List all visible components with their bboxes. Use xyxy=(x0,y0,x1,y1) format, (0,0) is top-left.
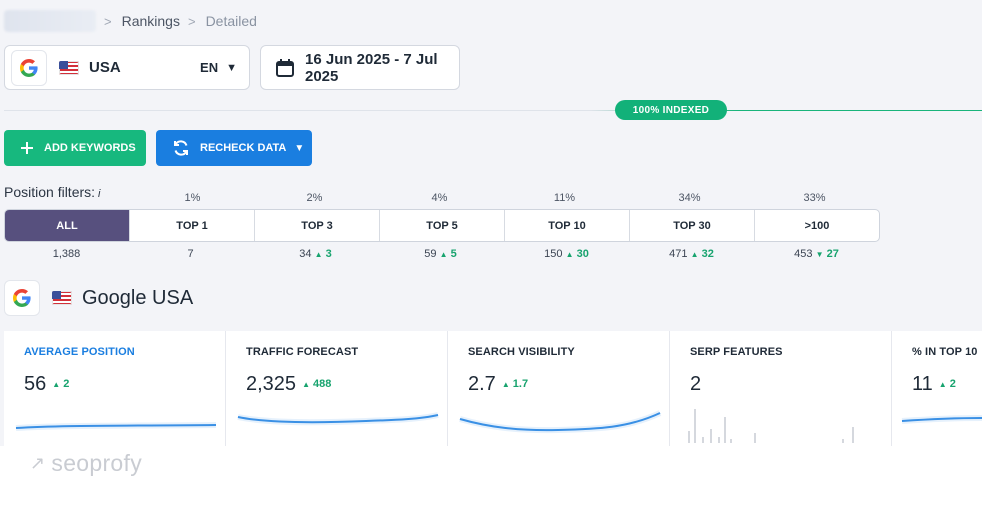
tab-top30[interactable]: TOP 30 xyxy=(629,210,754,241)
metric-value: 2 xyxy=(690,373,702,395)
sparkline-average-position xyxy=(15,422,217,431)
usa-flag-icon xyxy=(59,60,79,75)
date-range-text: 16 Jun 2025 - 7 Jul 2025 xyxy=(305,50,438,85)
metric-title: AVERAGE POSITION xyxy=(24,346,135,358)
watermark-logo: ↗ seoprofy xyxy=(30,450,142,477)
sparkline-serp-features xyxy=(688,409,854,443)
arrow-up-icon: ▲ xyxy=(501,380,510,389)
arrow-down-icon: ▼ xyxy=(815,250,824,259)
metric-value: 2,325 ▲ 488 xyxy=(246,373,332,395)
position-filter-tabs: ALL TOP 1 TOP 3 TOP 5 TOP 10 TOP 30 >100 xyxy=(4,209,880,242)
search-engine-header: Google USA xyxy=(4,280,193,316)
date-range-picker[interactable]: 16 Jun 2025 - 7 Jul 2025 xyxy=(260,45,460,90)
metric-value: 56 ▲ 2 xyxy=(24,373,70,395)
watermark-text: seoprofy xyxy=(51,450,143,476)
arrow-up-icon: ▲ xyxy=(52,380,61,389)
rankings-app: > Rankings > Detailed USA EN ▼ 16 xyxy=(0,0,982,446)
position-filters-text: Position filters: xyxy=(4,184,96,200)
tab-top1[interactable]: TOP 1 xyxy=(129,210,254,241)
recheck-data-button[interactable]: RECHECK DATA ▼ xyxy=(156,130,312,166)
metric-title: % IN TOP 10 xyxy=(912,346,978,358)
info-icon[interactable]: i xyxy=(98,188,101,200)
breadcrumb-detailed: Detailed xyxy=(205,13,257,29)
tab-top3[interactable]: TOP 3 xyxy=(254,210,379,241)
position-filters-label: Position filters: i xyxy=(4,184,101,200)
pct-top1: 1% xyxy=(184,192,201,204)
pct-over100: 33% xyxy=(803,192,826,204)
arrow-up-icon: ▲ xyxy=(314,250,323,259)
count-top3: 34 ▲ 3 xyxy=(299,248,332,260)
google-icon xyxy=(11,49,47,86)
location-selector[interactable]: USA EN ▼ xyxy=(4,45,250,90)
tab-all[interactable]: ALL xyxy=(5,210,129,241)
tab-top5[interactable]: TOP 5 xyxy=(379,210,504,241)
chevron-right-icon: > xyxy=(104,13,112,29)
breadcrumb-rankings[interactable]: Rankings xyxy=(121,13,180,29)
metric-value: 11 ▲ 2 xyxy=(912,373,956,395)
metric-title: TRAFFIC FORECAST xyxy=(246,346,359,358)
breadcrumb-project-blurred[interactable] xyxy=(4,10,96,32)
refresh-icon xyxy=(172,139,190,157)
plus-icon xyxy=(20,141,34,155)
metric-card-serp-features[interactable]: SERP FEATURES 2 xyxy=(670,331,892,446)
pct-top5: 4% xyxy=(431,192,448,204)
pct-top30: 34% xyxy=(678,192,701,204)
chevron-down-icon: ▼ xyxy=(226,61,237,74)
metric-card-search-visibility[interactable]: SEARCH VISIBILITY 2.7 ▲ 1.7 xyxy=(448,331,670,446)
count-top10: 150 ▲ 30 xyxy=(544,248,589,260)
count-top30: 471 ▲ 32 xyxy=(669,248,714,260)
arrow-up-icon: ▲ xyxy=(302,380,310,389)
arrow-up-icon: ▲ xyxy=(690,250,699,259)
tab-over100[interactable]: >100 xyxy=(754,210,879,241)
count-all: 1,388 xyxy=(52,248,81,260)
metric-title: SERP FEATURES xyxy=(690,346,783,358)
add-keywords-label: ADD KEYWORDS xyxy=(44,142,136,154)
metric-title: SEARCH VISIBILITY xyxy=(468,346,575,358)
metric-card-traffic-forecast[interactable]: TRAFFIC FORECAST 2,325 ▲ 488 xyxy=(226,331,448,446)
chevron-right-icon: > xyxy=(187,13,196,29)
arrow-up-icon: ▲ xyxy=(565,250,574,259)
calendar-icon xyxy=(275,58,295,78)
recheck-data-label: RECHECK DATA xyxy=(200,142,287,154)
pct-top10: 11% xyxy=(553,192,576,204)
breadcrumb: > Rankings > Detailed xyxy=(4,8,257,34)
google-icon xyxy=(4,280,40,316)
metric-cards: AVERAGE POSITION 56 ▲ 2 TRAFFIC FORECAST … xyxy=(4,331,982,446)
indexed-badge: 100% INDEXED xyxy=(615,100,727,120)
sparkline-traffic-forecast xyxy=(237,412,439,426)
indexed-divider xyxy=(4,110,982,111)
language-code: EN xyxy=(200,60,219,75)
location-name: USA xyxy=(89,59,121,76)
metric-value: 2.7 ▲ 1.7 xyxy=(468,373,529,395)
metric-card-percent-top10[interactable]: % IN TOP 10 11 ▲ 2 xyxy=(892,331,982,446)
add-keywords-button[interactable]: ADD KEYWORDS xyxy=(4,130,146,166)
chevron-down-icon: ▼ xyxy=(294,142,305,154)
count-top5: 59 ▲ 5 xyxy=(424,248,457,260)
arrow-up-right-icon: ↗ xyxy=(30,453,46,473)
arrow-up-icon: ▲ xyxy=(439,250,448,259)
usa-flag-icon xyxy=(52,291,72,305)
arrow-up-icon: ▲ xyxy=(938,380,947,389)
sparkline-percent-top10 xyxy=(901,415,982,424)
pct-top3: 2% xyxy=(306,192,323,204)
tab-top10[interactable]: TOP 10 xyxy=(504,210,629,241)
sparkline-search-visibility xyxy=(459,410,662,434)
count-top1: 7 xyxy=(187,248,194,260)
metric-card-average-position[interactable]: AVERAGE POSITION 56 ▲ 2 xyxy=(4,331,226,446)
count-over100: 453 ▼ 27 xyxy=(794,248,839,260)
search-engine-title: Google USA xyxy=(82,286,194,309)
